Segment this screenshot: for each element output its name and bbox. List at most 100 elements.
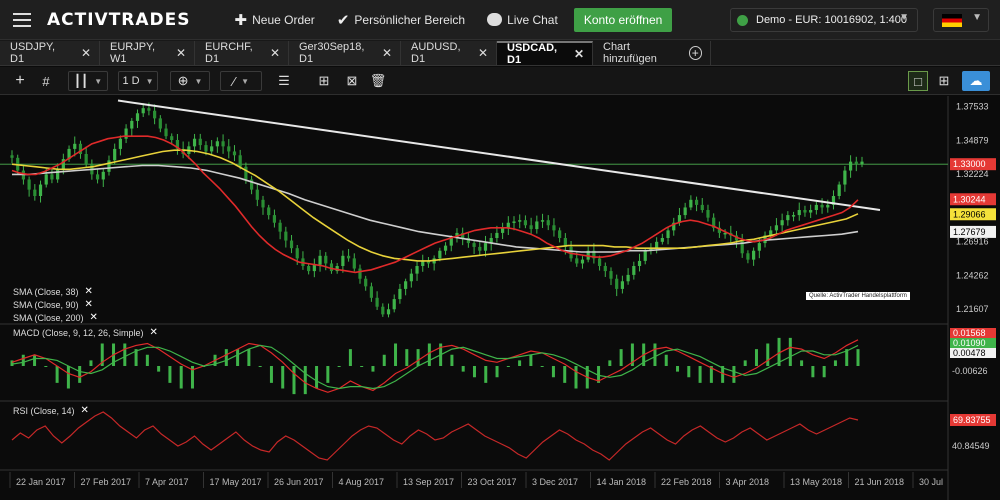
candle-body	[746, 253, 750, 260]
menu-icon[interactable]	[13, 12, 31, 27]
macd-bar	[360, 366, 364, 367]
candle-body	[837, 184, 841, 196]
macd-bar	[190, 366, 194, 389]
candle-body	[141, 108, 145, 114]
candle-body	[158, 118, 162, 129]
candle-body	[386, 309, 391, 315]
multi-layout-icon[interactable]: ⊞	[938, 73, 950, 88]
language-selector[interactable]: ▼	[933, 8, 989, 32]
macd-bar	[168, 366, 172, 383]
single-layout-icon[interactable]: □	[908, 71, 928, 91]
close-icon[interactable]: ✕	[84, 286, 93, 297]
candle-body	[740, 240, 744, 254]
close-icon[interactable]: ✕	[80, 405, 89, 416]
rsi-label-1: 69.83755	[953, 415, 991, 425]
tab-audusd[interactable]: AUDUSD, D1 ✕	[401, 41, 497, 65]
macd-bar	[224, 349, 228, 366]
new-order-button[interactable]: ✚ Neue Order	[235, 11, 315, 29]
tab-eurjpy[interactable]: EURJPY, W1 ✕	[100, 41, 195, 65]
candle-body	[820, 204, 824, 208]
macd-bar	[179, 366, 183, 389]
account-selector[interactable]: Demo - EUR: 10016902, 1:400 ▼	[730, 8, 918, 32]
live-chat-button[interactable]: Live Chat	[487, 13, 558, 27]
candle-body	[358, 268, 362, 279]
chevron-down-icon: ▼	[145, 76, 154, 86]
x-tick-label: 26 Jun 2017	[274, 477, 324, 487]
brand-logo: ACTIVTRADES	[47, 9, 191, 30]
legend-label: SMA (Close, 200)	[13, 312, 84, 323]
candle-body	[44, 174, 48, 185]
tab-usdjpy[interactable]: USDJPY, D1 ✕	[0, 41, 100, 65]
candle-body	[204, 145, 208, 152]
tab-eurchf[interactable]: EURCHF, D1 ✕	[195, 41, 289, 65]
checkmark-icon: ✔	[336, 11, 350, 29]
candle-body	[552, 225, 556, 231]
trash-icon[interactable]: 🗑	[369, 73, 387, 88]
candle-body	[249, 179, 254, 190]
candle-body	[130, 120, 134, 129]
close-icon[interactable]: ✕	[89, 312, 98, 323]
close-icon[interactable]: ✕	[149, 327, 158, 338]
close-icon[interactable]: ✕	[269, 46, 280, 60]
close-icon[interactable]: ✕	[175, 46, 186, 60]
tab-label: USDJPY, D1	[10, 41, 56, 65]
price-tick-label: 1.37533	[956, 101, 989, 111]
personal-area-button[interactable]: ✔ Persönlicher Bereich	[337, 11, 465, 29]
candle-body	[426, 260, 431, 264]
close-icon[interactable]: ✕	[80, 46, 91, 60]
chart-type-selector[interactable]: ┃┃ ▼	[68, 71, 108, 91]
macd-label-2: 0.01090	[953, 338, 986, 348]
macd-bar	[766, 343, 770, 366]
macd-line	[11, 339, 859, 393]
layout-icon[interactable]: ⊞	[318, 73, 330, 88]
legend-label: SMA (Close, 90)	[13, 299, 79, 310]
drawing-tool-selector[interactable]: ⁄ ▼	[220, 71, 262, 91]
chart-style-icon[interactable]: ☁	[962, 71, 990, 91]
crosshair-icon[interactable]: +	[15, 72, 25, 89]
open-account-button[interactable]: Konto eröffnen	[573, 7, 673, 32]
top-bar: ACTIVTRADES ✚ Neue Order ✔ Persönlicher Be…	[0, 0, 1000, 40]
candle-body	[329, 263, 334, 272]
candle-body	[483, 243, 488, 251]
tab-usdcad[interactable]: USDCAD, D1 ✕	[497, 41, 593, 66]
macd-bar	[518, 360, 522, 366]
fibonacci-icon[interactable]: ☰	[278, 73, 290, 88]
macd-bar	[574, 366, 578, 389]
macd-bar	[664, 354, 668, 366]
macd-bar	[10, 360, 14, 366]
screenshot-icon[interactable]: ⊠	[346, 73, 358, 88]
macd-bar	[371, 366, 375, 372]
candle-body	[797, 210, 801, 216]
tab-ger30[interactable]: Ger30Sep18, D1 ✕	[289, 41, 401, 65]
close-icon[interactable]: ✕	[477, 46, 488, 60]
tab-label: Ger30Sep18, D1	[299, 41, 365, 65]
sma90-line	[11, 149, 859, 262]
timeframe-selector[interactable]: 1 D ▼	[118, 71, 158, 91]
add-indicator-selector[interactable]: ⊕ ▼	[170, 71, 210, 91]
candle-body	[101, 171, 105, 180]
close-icon[interactable]: ✕	[573, 47, 584, 61]
macd-bar	[269, 366, 273, 383]
candle-body	[831, 196, 836, 205]
x-tick-label: 13 Sep 2017	[403, 477, 454, 487]
candle-body	[615, 278, 619, 289]
candle-body	[660, 238, 664, 242]
candle-body	[620, 281, 625, 289]
close-icon[interactable]: ✕	[381, 46, 392, 60]
grid-icon[interactable]: #	[42, 73, 50, 89]
candle-body	[113, 148, 117, 161]
close-icon[interactable]: ✕	[84, 299, 93, 310]
chevron-down-icon: ▼	[899, 12, 909, 23]
add-chart-button[interactable]: Chart hinzufügen +	[593, 41, 711, 65]
candle-body	[655, 241, 659, 249]
sma38-price-label: 1.30244	[953, 194, 986, 204]
sma200-price-label-bg	[950, 225, 996, 238]
candle-body	[854, 161, 858, 165]
price-tick-label: 1.34879	[956, 135, 989, 145]
candle-body	[603, 266, 607, 272]
candle-body	[666, 230, 670, 238]
legend-sma90: SMA (Close, 90) ✕	[13, 299, 93, 310]
german-flag-icon	[942, 13, 962, 27]
candle-body	[461, 232, 465, 238]
candle-body	[346, 255, 351, 259]
